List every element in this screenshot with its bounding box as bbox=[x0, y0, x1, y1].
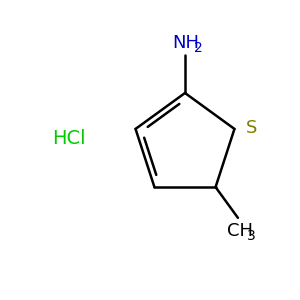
Text: S: S bbox=[245, 119, 257, 137]
Text: 2: 2 bbox=[194, 41, 202, 55]
Text: CH: CH bbox=[227, 222, 253, 240]
Text: 3: 3 bbox=[247, 229, 255, 243]
Text: HCl: HCl bbox=[52, 128, 86, 148]
Text: NH: NH bbox=[172, 34, 200, 52]
